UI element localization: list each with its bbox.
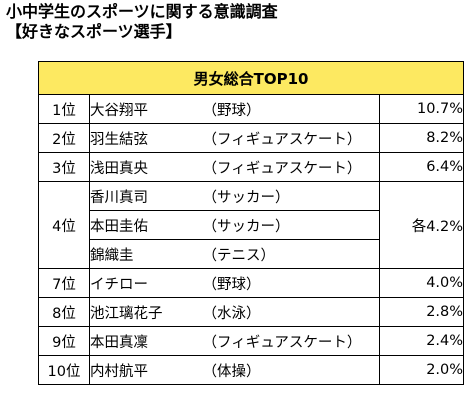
table-row: 本田圭佑 （サッカー） [39,210,464,240]
player-name: 羽生結弦 [89,123,203,153]
rank-cell: 3位 [38,152,90,182]
player-sport: （水泳） [202,297,380,327]
ranking-table: 男女総合TOP10 1位 大谷翔平 （野球） 10.7% 2位 羽生結弦 （フィギュアスケー… [37,61,465,385]
player-sport: （野球） [202,268,380,298]
player-name: 内村航平 [89,355,203,385]
table-header: 男女総合TOP10 [37,61,465,95]
player-name: 錦織圭 [89,239,203,269]
player-name: 大谷翔平 [89,94,203,124]
table-row: 8位 池江璃花子 （水泳） 2.8% [38,297,465,327]
player-sport: （野球） [202,94,380,124]
percentage-cell: 8.2% [378,123,465,153]
percentage-cell: 2.0% [378,355,465,385]
table-row: 3位 浅田真央 （フィギュアスケート） 6.4% [38,152,465,182]
player-name: 本田真凜 [89,326,203,356]
percentage-cell: 各4.2% [378,181,465,269]
table-row: 9位 本田真凜 （フィギュアスケート） 2.4% [38,326,465,356]
percentage-cell: 6.4% [378,152,465,182]
player-sport: （サッカー） [202,210,380,240]
percentage-cell: 2.4% [378,326,465,356]
rank-cell: 4位 [38,181,90,269]
rank-cell: 10位 [38,355,90,385]
page-title: 小中学生のスポーツに関する意識調査 [6,2,278,21]
rank-cell: 7位 [38,268,90,298]
page-subtitle: 【好きなスポーツ選手】 [6,22,182,41]
player-name: 浅田真央 [89,152,203,182]
player-name: 池江璃花子 [89,297,203,327]
player-sport: （テニス） [202,239,380,269]
player-name: イチロー [89,268,203,298]
table-row: 1位 大谷翔平 （野球） 10.7% [38,94,465,124]
player-sport: （フィギュアスケート） [202,326,380,356]
table-row: 10位 内村航平 （体操） 2.0% [38,355,465,385]
rank-cell: 2位 [38,123,90,153]
player-name: 本田圭佑 [89,210,203,240]
table-row: 4位 香川真司 （サッカー） 各4.2% [38,181,465,269]
table-row: 2位 羽生結弦 （フィギュアスケート） 8.2% [38,123,465,153]
rank-cell: 9位 [38,326,90,356]
table-row: 7位 イチロー （野球） 4.0% [38,268,465,298]
player-sport: （体操） [202,355,380,385]
player-sport: （フィギュアスケート） [202,152,380,182]
percentage-cell: 10.7% [378,94,465,124]
percentage-cell: 4.0% [378,268,465,298]
rank-cell: 8位 [38,297,90,327]
table-header-row: 男女総合TOP10 [37,61,465,95]
table-row: 錦織圭 （テニス） [39,239,464,269]
percentage-cell: 2.8% [378,297,465,327]
rank-cell: 1位 [38,94,90,124]
player-sport: （サッカー） [202,181,380,211]
player-sport: （フィギュアスケート） [202,123,380,153]
player-name: 香川真司 [89,181,203,211]
